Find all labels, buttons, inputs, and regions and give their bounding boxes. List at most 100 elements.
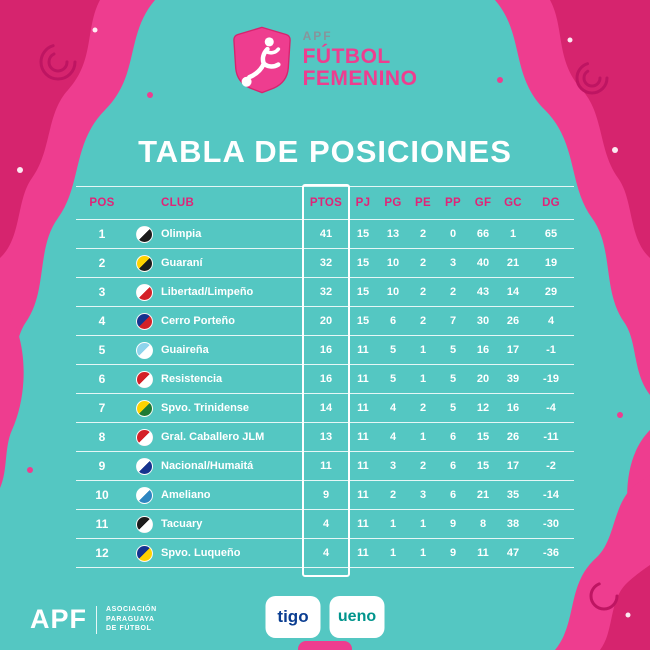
footer-org-logo: APF <box>30 604 87 634</box>
club-cell: Ameliano <box>128 486 304 504</box>
stat-pp: 5 <box>449 373 457 385</box>
stat-gf: 21 <box>476 489 490 501</box>
stat-pe: 3 <box>419 489 427 501</box>
club-badge-icon <box>136 486 153 504</box>
stat-pe: 1 <box>419 373 427 385</box>
stat-dg: -1 <box>546 344 556 356</box>
stat-pp: 5 <box>449 344 457 356</box>
club-cell: Tacuary <box>128 515 304 533</box>
club-name: Spvo. Luqueño <box>161 547 241 559</box>
club-badge-icon <box>136 370 153 388</box>
table-row: 2 Guaraní 32 15 10 2 3 40 21 19 <box>76 249 574 278</box>
stat-gf: 12 <box>476 402 490 414</box>
stat-pp: 9 <box>449 518 457 530</box>
stat-pj: 11 <box>357 518 369 530</box>
stat-ptos: 20 <box>319 315 333 327</box>
stat-dg: -36 <box>543 547 559 559</box>
club-name: Cerro Porteño <box>161 315 235 327</box>
stat-dg: -14 <box>543 489 559 501</box>
stat-pe: 2 <box>419 460 427 472</box>
stat-gc: 38 <box>506 518 520 530</box>
club-cell: Guaraní <box>128 254 304 272</box>
stat-gf: 15 <box>476 431 490 443</box>
stat-pg: 13 <box>386 228 400 240</box>
column-header-dg: DG <box>542 197 560 209</box>
tigo-logo: tigo <box>265 596 321 638</box>
bottom-ribbon-decoration <box>298 641 352 650</box>
club-badge-icon <box>136 312 153 330</box>
pos-cell: 7 <box>98 401 106 415</box>
standings-table: POS CLUB PTOS PJ PG PE PP GF GC DG 1 Olimpia 41 15 13… <box>76 184 574 577</box>
stat-ptos: 41 <box>319 228 333 240</box>
stat-pe: 2 <box>419 315 427 327</box>
stat-pe: 1 <box>419 547 427 559</box>
club-name: Libertad/Limpeño <box>161 286 254 298</box>
stat-pp: 3 <box>449 257 457 269</box>
stat-pe: 2 <box>419 402 427 414</box>
stat-ptos: 11 <box>320 460 332 472</box>
column-header-club: CLUB <box>161 197 195 209</box>
stat-pj: 11 <box>357 402 369 414</box>
stat-ptos: 9 <box>322 489 330 501</box>
club-cell: Nacional/Humaitá <box>128 457 304 475</box>
pos-cell: 6 <box>98 372 106 386</box>
club-badge-icon <box>136 225 153 243</box>
table-row: 11 Tacuary 4 11 1 1 9 8 38 -30 <box>76 510 574 539</box>
stat-dg: 29 <box>544 286 558 298</box>
stat-ptos: 4 <box>322 518 330 530</box>
club-badge-icon <box>136 341 153 359</box>
stat-pj: 11 <box>357 431 369 443</box>
column-header-pg: PG <box>384 197 402 209</box>
club-cell: Libertad/Limpeño <box>128 283 304 301</box>
table-row: 6 Resistencia 16 11 5 1 5 20 39 -19 <box>76 365 574 394</box>
stat-pg: 5 <box>389 373 397 385</box>
stat-gc: 26 <box>506 431 520 443</box>
stat-ptos: 4 <box>322 547 330 559</box>
stat-dg: -2 <box>546 460 556 472</box>
stat-gc: 35 <box>506 489 520 501</box>
club-name: Nacional/Humaitá <box>161 460 254 472</box>
column-header-pj: PJ <box>355 197 371 209</box>
club-name: Ameliano <box>161 489 211 501</box>
stat-pg: 1 <box>389 518 397 530</box>
club-name: Resistencia <box>161 373 223 385</box>
pos-cell: 9 <box>98 459 106 473</box>
stat-pg: 5 <box>389 344 397 356</box>
stat-pj: 15 <box>356 286 370 298</box>
table-row: 12 Spvo. Luqueño 4 11 1 1 9 11 47 -36 <box>76 539 574 568</box>
stat-dg: -30 <box>543 518 559 530</box>
stat-ptos: 32 <box>319 257 333 269</box>
club-cell: Guaireña <box>128 341 304 359</box>
pos-cell: 5 <box>98 343 106 357</box>
stat-pj: 15 <box>356 315 370 327</box>
column-header-ptos: PTOS <box>309 197 343 209</box>
stat-dg: -11 <box>543 431 559 443</box>
stat-pe: 1 <box>419 431 427 443</box>
stat-pg: 6 <box>389 315 397 327</box>
stat-ptos: 13 <box>319 431 333 443</box>
stat-pp: 6 <box>449 431 457 443</box>
stat-gc: 1 <box>509 228 517 240</box>
stat-gc: 39 <box>506 373 520 385</box>
stat-pj: 11 <box>357 460 369 472</box>
club-badge-icon <box>136 254 153 272</box>
stat-gf: 20 <box>476 373 490 385</box>
stat-pp: 2 <box>449 286 457 298</box>
stat-gf: 30 <box>476 315 490 327</box>
stat-gf: 40 <box>476 257 490 269</box>
brand-header: APF FÚTBOL FEMENINO <box>0 26 650 94</box>
standings-header-row: POS CLUB PTOS PJ PG PE PP GF GC DG <box>76 186 574 220</box>
column-header-pe: PE <box>415 197 431 209</box>
stat-dg: 65 <box>544 228 558 240</box>
stat-pg: 3 <box>389 460 397 472</box>
stat-pe: 1 <box>419 344 427 356</box>
club-name: Guaraní <box>161 257 203 269</box>
stat-pp: 0 <box>449 228 457 240</box>
stat-pe: 2 <box>419 286 427 298</box>
club-badge-icon <box>136 399 153 417</box>
stat-pg: 10 <box>386 286 400 298</box>
pos-cell: 10 <box>95 488 109 502</box>
stat-ptos: 32 <box>319 286 333 298</box>
standings-body: 1 Olimpia 41 15 13 2 0 66 1 65 2 Guaraní 32 15 10 2 3 40 2… <box>76 220 574 568</box>
